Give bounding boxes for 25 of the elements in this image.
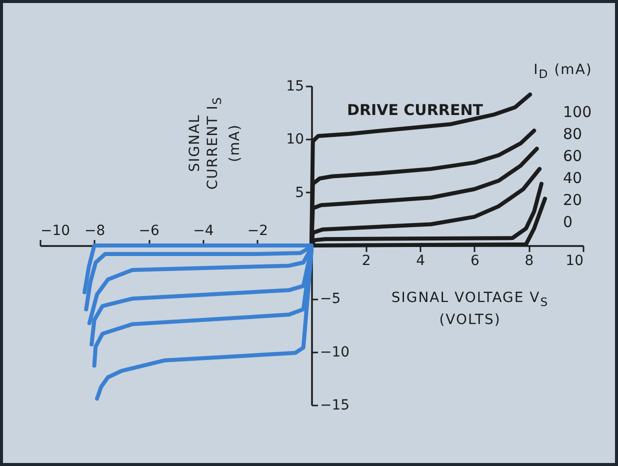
series-label: 60 [562,147,582,165]
text: 100 [562,103,592,121]
y2-tick-label: −15 [320,398,350,414]
x-tick-label: 8 [524,253,534,269]
y-tick-label: 10 [286,132,304,148]
x-tick-label: 6 [470,253,480,269]
text: SIGNAL VOLTAGE V$_{S}$ (VOLTS) [391,290,549,328]
series-label: 0 [562,213,573,231]
legend-title: I$_{D}$ (mA) [534,61,592,83]
x2-tick-label: −2 [247,223,268,239]
series-label: 40 [562,169,582,187]
y-tick-label: 15 [286,78,304,94]
x2-tick-label: −6 [138,223,160,239]
x2-tick-label: −10 [40,223,70,239]
y2-tick-label: −10 [320,344,350,360]
series-label: 20 [562,191,582,209]
x2-tick-label: −4 [193,223,214,239]
x-tick-label: 10 [566,253,584,269]
y-tick-label: 5 [295,184,304,201]
x2-tick-label: −8 [84,223,106,239]
annotation: DRIVE CURRENT [347,101,484,119]
x-tick-label: 4 [416,253,426,269]
series-label: 80 [562,125,582,143]
y2-tick-label: −5 [320,291,341,308]
x-tick-label: 2 [362,253,371,269]
